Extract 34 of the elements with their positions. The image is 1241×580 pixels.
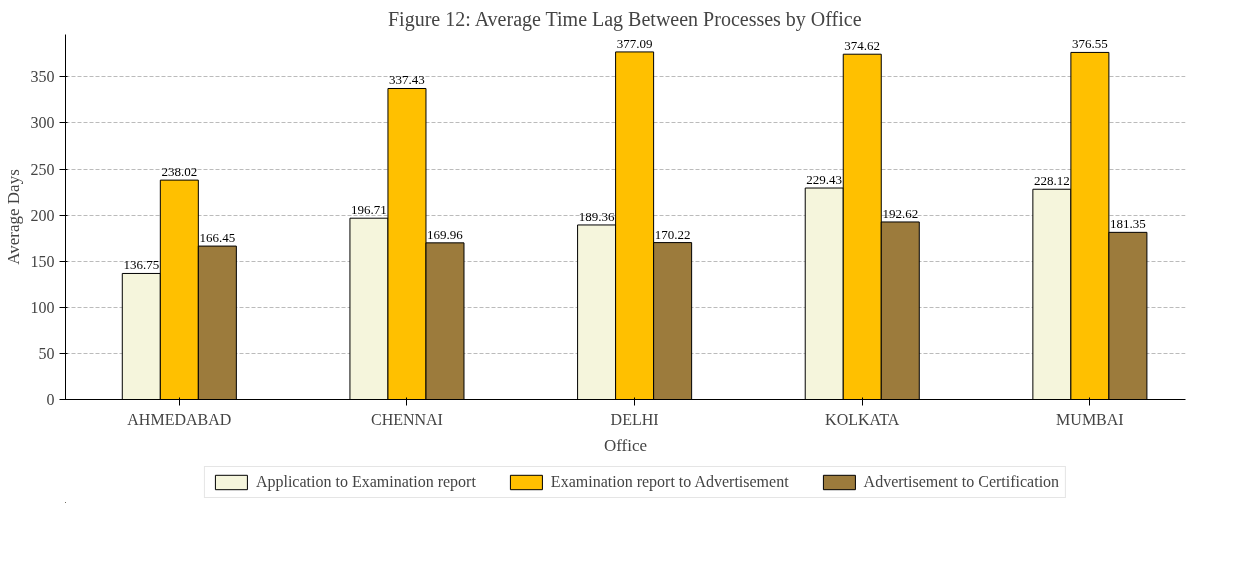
data-label: 169.96: [427, 226, 464, 242]
x-axis-title: Office: [603, 435, 648, 455]
data-label: 181.35: [1110, 216, 1146, 232]
legend-label: Examination report to Advertisement: [550, 473, 789, 491]
x-tick-label: CHENNAI: [370, 410, 443, 428]
y-tick-label: 250: [30, 160, 55, 178]
y-tick-label: 50: [38, 344, 55, 362]
data-label: 374.62: [844, 38, 881, 54]
x-tick-label: DELHI: [610, 410, 659, 428]
y-tick-label: 200: [30, 206, 55, 224]
data-label: 189.36: [578, 208, 615, 224]
data-label: 166.45: [199, 230, 236, 246]
data-label: 228.12: [1034, 173, 1070, 189]
y-axis-title: Average Days: [3, 169, 23, 265]
x-tick-label: KOLKATA: [825, 410, 900, 428]
x-tick-label: MUMBAI: [1056, 410, 1124, 428]
chart-title: Figure 12: Average Time Lag Between Processes by Office: [387, 7, 862, 31]
y-tick-label: 350: [30, 68, 55, 86]
data-label: 192.62: [882, 205, 919, 221]
data-label: 376.55: [1072, 36, 1108, 52]
y-tick-label: 150: [30, 252, 55, 270]
data-label: 170.22: [654, 226, 691, 242]
data-label: 229.43: [806, 172, 843, 188]
y-tick-label: 100: [30, 298, 55, 316]
legend-label: Application to Examination report: [255, 473, 476, 491]
y-tick-label: 300: [30, 114, 55, 132]
legend-label: Advertisement to Certification: [863, 473, 1060, 491]
x-tick-label: AHMEDABAD: [127, 410, 232, 428]
y-tick-label: 0: [46, 391, 55, 408]
data-label: 337.43: [389, 72, 425, 88]
data-label: 377.09: [616, 35, 653, 51]
data-label: 196.71: [351, 202, 387, 218]
data-label: 136.75: [123, 257, 160, 273]
data-label: 238.02: [161, 164, 198, 180]
